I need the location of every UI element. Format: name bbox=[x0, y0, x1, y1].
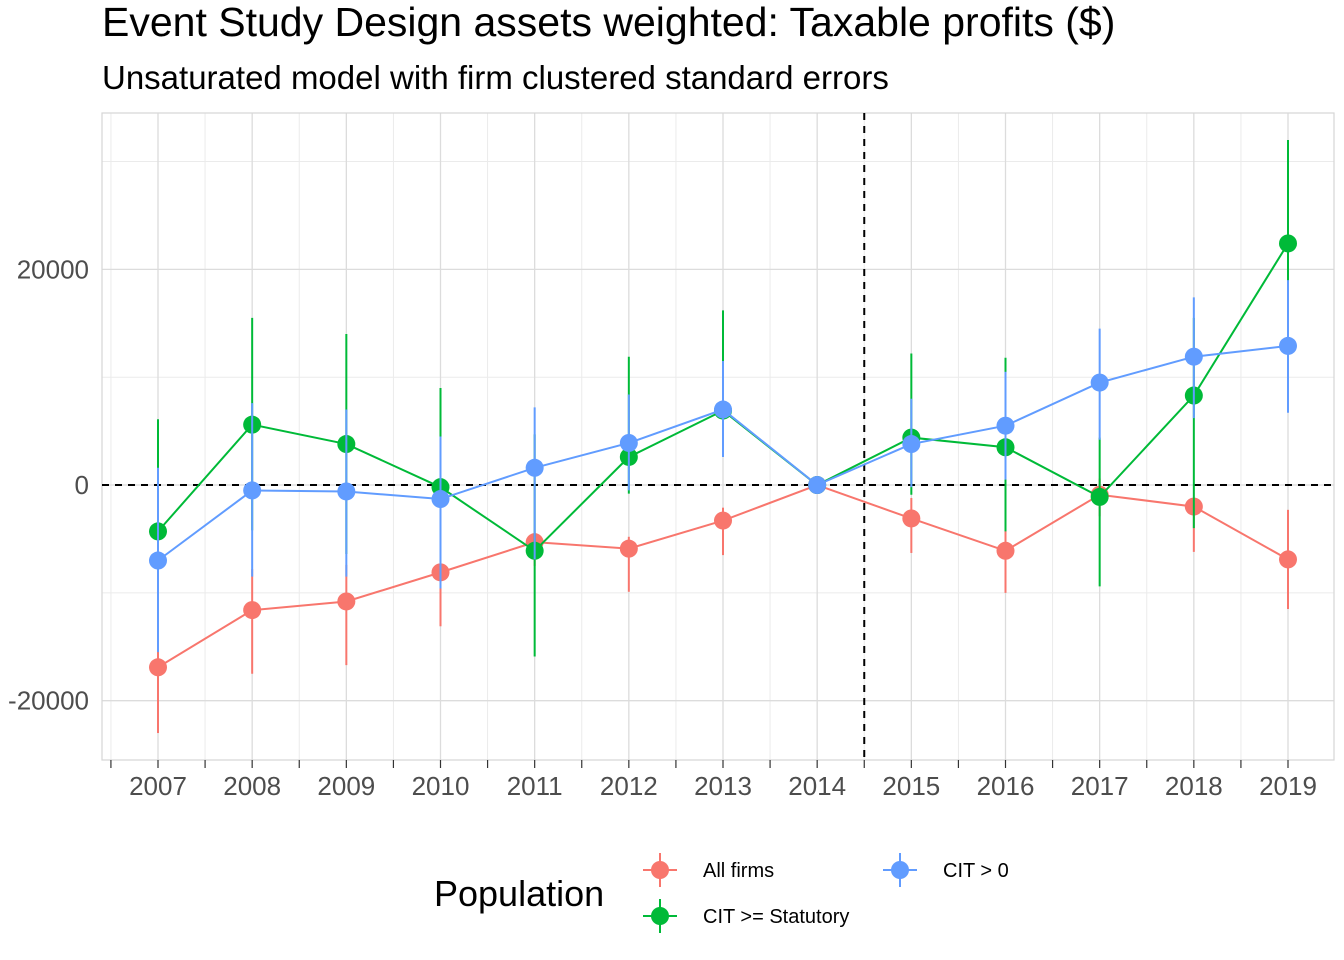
data-point bbox=[808, 476, 827, 495]
x-tick-label: 2014 bbox=[788, 771, 846, 801]
x-tick-label: 2018 bbox=[1165, 771, 1223, 801]
y-tick-label: 20000 bbox=[17, 254, 89, 284]
panel-border bbox=[101, 112, 1335, 761]
data-point bbox=[996, 416, 1015, 435]
data-point bbox=[149, 658, 167, 677]
data-point bbox=[714, 400, 732, 419]
legend-key: CIT > 0 bbox=[883, 853, 1009, 887]
legend: Population All firms CIT >= Statutory CIT … bbox=[434, 853, 1009, 933]
gridlines bbox=[102, 113, 1334, 760]
data-point bbox=[1279, 234, 1297, 253]
x-axis: 2007 2008 2009 2010 2011 2012 2013 2014 2015 2016… bbox=[110, 760, 1317, 801]
x-tick-label: 2008 bbox=[223, 771, 281, 801]
data-point bbox=[337, 482, 356, 501]
x-tick-label: 2007 bbox=[129, 771, 187, 801]
y-tick-label: 0 bbox=[75, 470, 89, 500]
data-point bbox=[1279, 336, 1297, 355]
x-tick-label: 2016 bbox=[977, 771, 1035, 801]
series-layer bbox=[149, 139, 1297, 734]
data-point bbox=[902, 435, 921, 454]
legend-label: CIT >= Statutory bbox=[703, 906, 849, 928]
data-point bbox=[1090, 373, 1109, 392]
legend-key: All firms bbox=[643, 853, 774, 887]
data-point bbox=[619, 433, 638, 452]
x-tick-label: 2015 bbox=[882, 771, 940, 801]
y-axis: -20000 0 20000 bbox=[8, 254, 89, 715]
legend-title: Population bbox=[434, 873, 604, 914]
x-tick-label: 2011 bbox=[507, 771, 563, 801]
legend-point bbox=[651, 861, 669, 879]
data-point bbox=[1090, 487, 1109, 506]
data-point bbox=[902, 509, 921, 528]
data-point bbox=[525, 458, 544, 477]
data-point bbox=[1279, 550, 1297, 569]
legend-label: All firms bbox=[703, 860, 774, 882]
legend-point bbox=[891, 861, 909, 879]
data-point bbox=[337, 592, 356, 611]
chart-subtitle: Unsaturated model with firm clustered st… bbox=[102, 59, 889, 96]
x-tick-label: 2019 bbox=[1259, 771, 1317, 801]
data-point bbox=[243, 481, 262, 500]
plot-panel bbox=[101, 112, 1335, 761]
data-point bbox=[431, 490, 450, 509]
y-tick-label: -20000 bbox=[8, 686, 89, 716]
data-point bbox=[243, 601, 262, 620]
data-point bbox=[149, 551, 167, 570]
x-tick-label: 2012 bbox=[600, 771, 658, 801]
legend-key: CIT >= Statutory bbox=[643, 899, 849, 933]
legend-point bbox=[651, 907, 669, 925]
x-tick-label: 2009 bbox=[317, 771, 375, 801]
data-point bbox=[996, 541, 1015, 560]
x-tick-label: 2017 bbox=[1071, 771, 1129, 801]
chart-title: Event Study Design assets weighted: Taxa… bbox=[102, 0, 1115, 45]
data-point bbox=[714, 511, 732, 530]
x-tick-label: 2010 bbox=[412, 771, 470, 801]
x-tick-label: 2013 bbox=[694, 771, 752, 801]
legend-keys: All firms CIT >= Statutory CIT > 0 bbox=[643, 853, 1009, 933]
legend-label: CIT > 0 bbox=[943, 860, 1009, 882]
series-cit-0 bbox=[149, 280, 1297, 653]
data-point bbox=[1184, 347, 1203, 366]
data-point bbox=[619, 539, 638, 558]
